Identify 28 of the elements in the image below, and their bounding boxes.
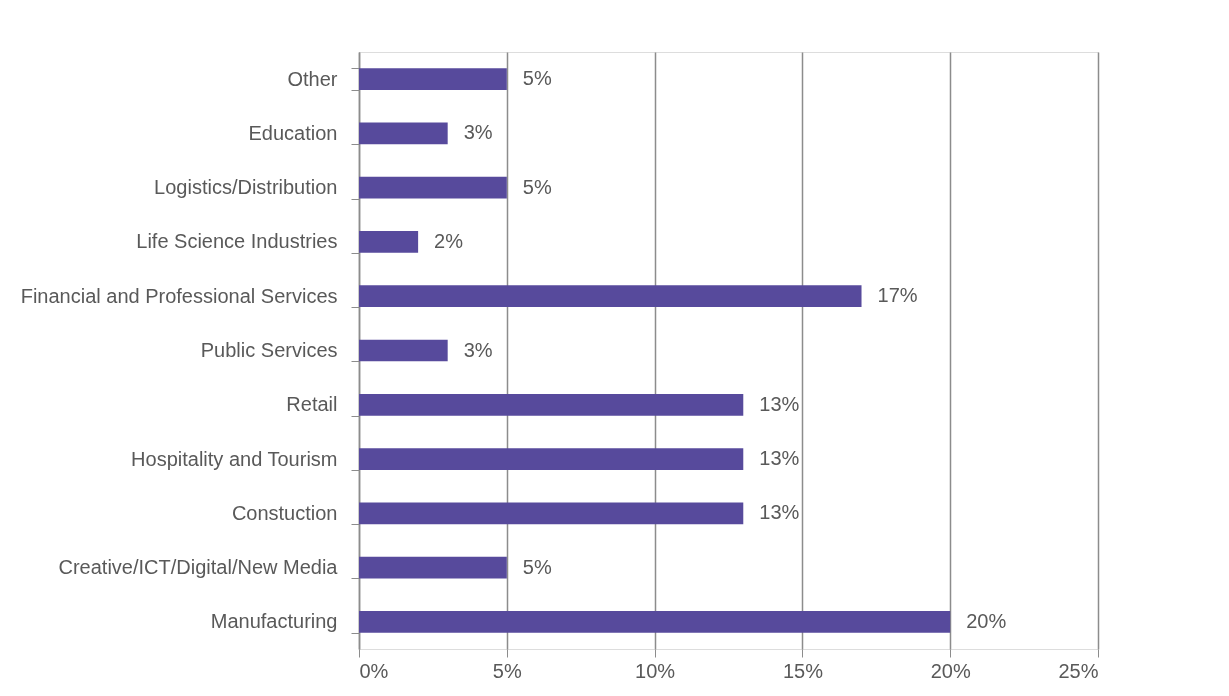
data-label: 20% xyxy=(966,609,1007,632)
y-tick-label: Constuction xyxy=(231,501,338,524)
data-label: 5% xyxy=(522,67,552,90)
data-label: 13% xyxy=(759,501,800,524)
data-label: 3% xyxy=(463,338,493,361)
y-tick-label: Manufacturing xyxy=(210,610,338,633)
x-tick-label: 10% xyxy=(635,659,676,682)
x-tick-label: 20% xyxy=(930,659,971,682)
data-label: 13% xyxy=(759,392,800,415)
y-tick-label: Hospitality and Tourism xyxy=(131,447,338,470)
data-label: 5% xyxy=(522,175,552,198)
y-tick-label: Other xyxy=(287,67,338,90)
data-label: 17% xyxy=(877,284,918,307)
y-tick-label: Public Services xyxy=(200,339,338,361)
x-tick-label: 25% xyxy=(1058,659,1099,682)
data-label: 3% xyxy=(463,121,493,144)
x-tick-label: 5% xyxy=(492,659,522,682)
y-tick-label: Retail xyxy=(286,393,338,416)
data-label: 5% xyxy=(522,555,552,578)
y-tick-label: Life Science Industries xyxy=(136,230,338,253)
y-tick-label: Logistics/Distribution xyxy=(154,176,338,199)
data-label: 2% xyxy=(434,229,464,252)
y-tick-label: Financial and Professional Services xyxy=(20,284,338,307)
y-tick-label: Education xyxy=(248,121,338,144)
x-tick-label: 15% xyxy=(782,659,824,682)
data-label: 13% xyxy=(759,447,800,470)
x-tick-label: 0% xyxy=(359,659,389,682)
y-tick-label: Creative/ICT/Digital/New Media xyxy=(58,556,339,579)
